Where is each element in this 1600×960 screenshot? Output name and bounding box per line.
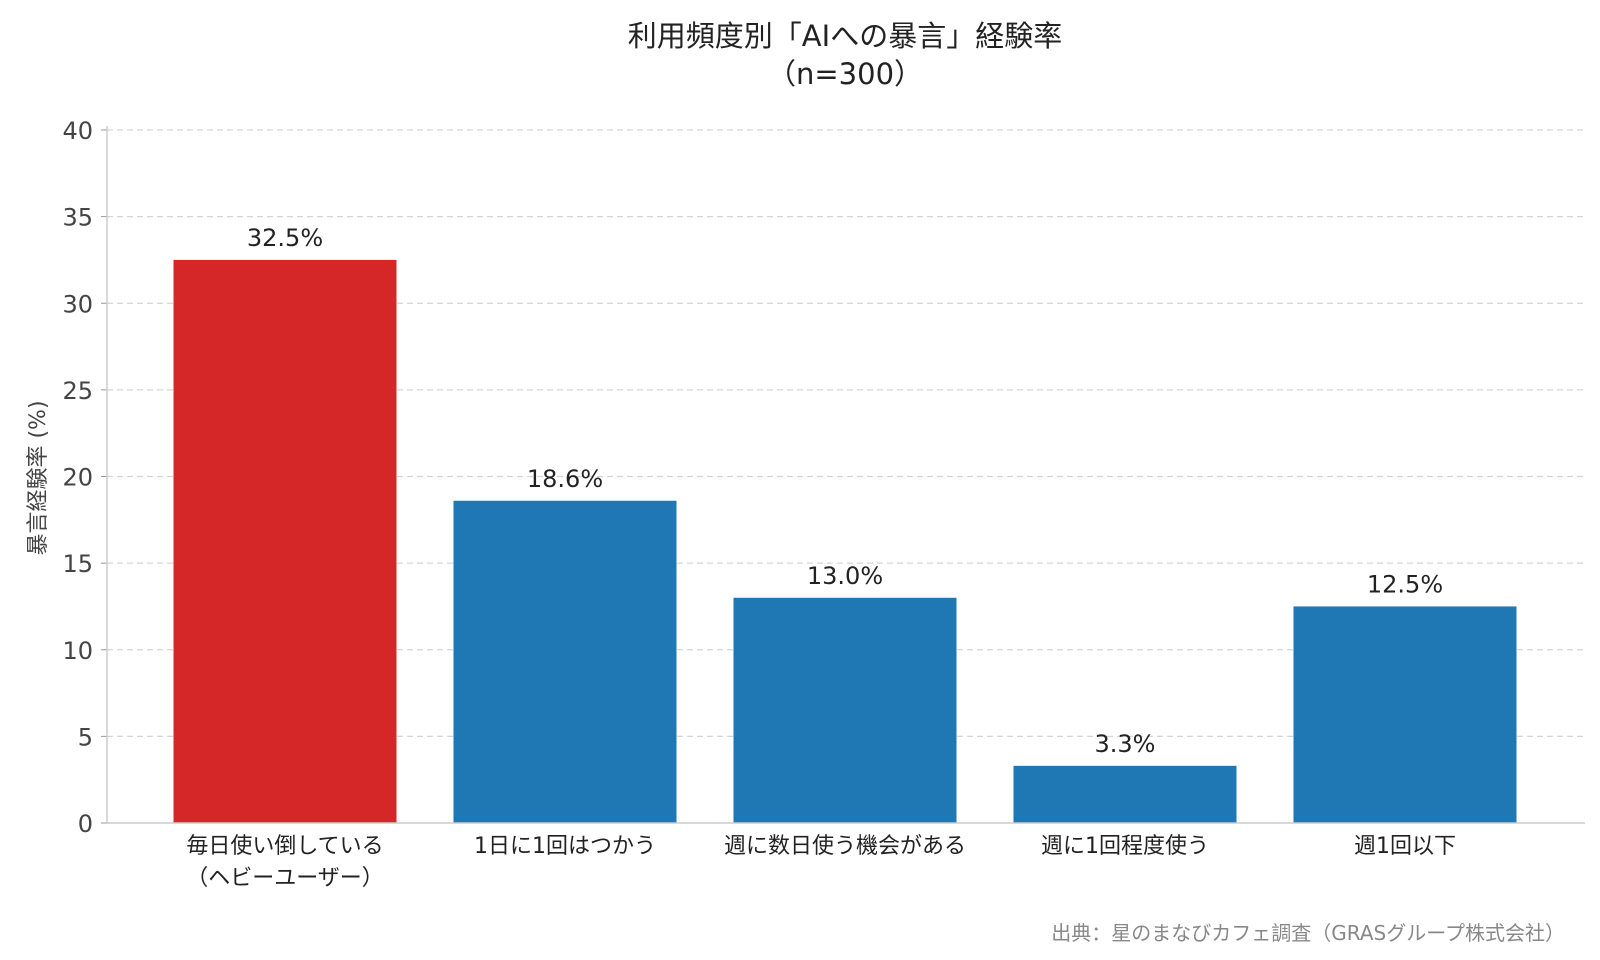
- y-tick-label: 0: [78, 810, 93, 838]
- x-tick-label: 週1回以下: [1354, 834, 1456, 859]
- y-tick-label: 15: [62, 550, 93, 578]
- data-label: 32.5%: [247, 224, 323, 252]
- x-tick-label: 週に1回程度使う: [1041, 834, 1209, 859]
- chart-subtitle: （n=300）: [767, 57, 923, 91]
- data-label: 12.5%: [1367, 570, 1443, 598]
- bar: [173, 259, 397, 823]
- bar: [733, 597, 957, 823]
- data-label: 3.3%: [1095, 730, 1156, 758]
- x-tick-label: 1日に1回はつかう: [474, 834, 656, 859]
- bar: [1013, 765, 1237, 823]
- source-note: 出典：星のまなびカフェ調査（GRASグループ株式会社）: [1051, 921, 1565, 945]
- data-label: 18.6%: [527, 465, 603, 493]
- bar: [453, 500, 677, 823]
- x-tick-label: （ヘビーユーザー）: [186, 866, 384, 891]
- chart-title: 利用頻度別「AIへの暴言」経験率: [628, 19, 1062, 53]
- x-tick-label: 毎日使い倒している: [186, 834, 383, 859]
- data-label: 13.0%: [807, 562, 883, 590]
- y-tick-label: 25: [62, 377, 93, 405]
- y-tick-label: 10: [62, 637, 93, 665]
- bar: [1293, 606, 1517, 823]
- y-tick-label: 5: [78, 723, 93, 751]
- y-axis-label: 暴言経験率 (%): [26, 400, 51, 555]
- x-tick-label: 週に数日使う機会がある: [724, 834, 966, 859]
- y-tick-label: 20: [62, 464, 93, 492]
- y-tick-label: 35: [62, 204, 93, 232]
- y-tick-label: 30: [62, 290, 93, 318]
- y-tick-label: 40: [62, 117, 93, 145]
